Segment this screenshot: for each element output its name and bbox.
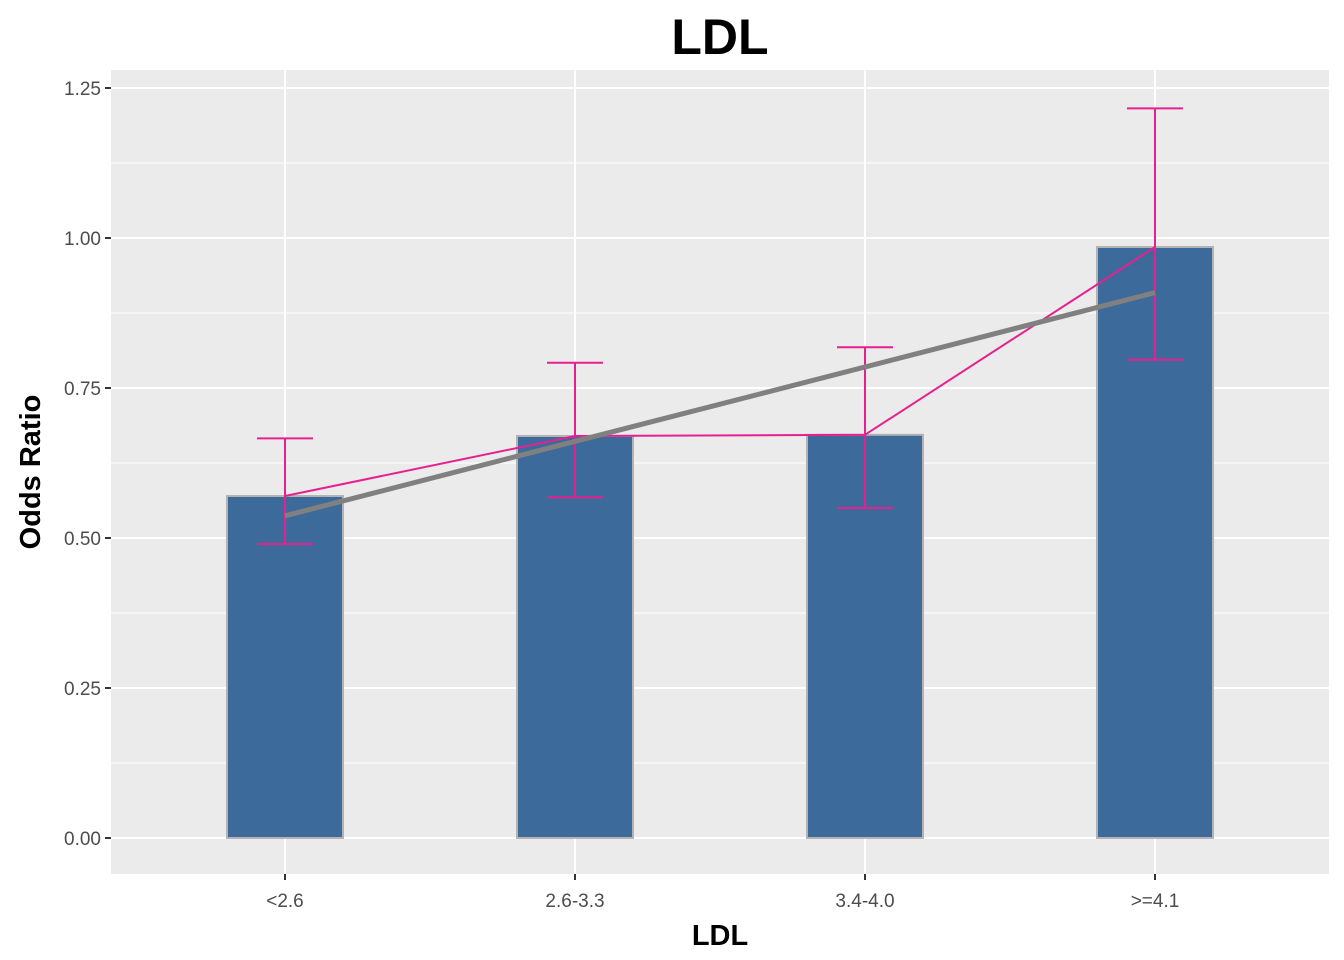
trend-line: [284, 290, 1156, 519]
estimate-line: [284, 246, 1156, 497]
x-tick-label: >=4.1: [1131, 891, 1180, 912]
bars: [226, 246, 1214, 839]
y-tick-label: 1.00: [64, 229, 101, 250]
x-axis-title: LDL: [692, 920, 748, 952]
y-axis-title: Odds Ratio: [15, 395, 47, 550]
x-tick-label: 3.4-4.0: [835, 891, 894, 912]
y-tick-label: 1.25: [64, 79, 101, 100]
y-tick-label: 0.75: [64, 379, 101, 400]
y-ticks: 0.00 0.25 0.50 0.75 1.00 1.25: [64, 79, 111, 850]
trend-line-path: [284, 290, 1156, 519]
x-ticks: <2.6 2.6-3.3 3.4-4.0 >=4.1: [266, 874, 1179, 912]
y-tick-label: 0.00: [64, 829, 101, 850]
chart-title: LDL: [671, 9, 768, 65]
errorbars: [257, 107, 1183, 545]
y-tick-label: 0.25: [64, 679, 101, 700]
bar: [226, 495, 344, 839]
x-tick-label: 2.6-3.3: [545, 891, 604, 912]
point-line: [284, 246, 1156, 497]
y-tick-label: 0.50: [64, 529, 101, 550]
x-tick-label: <2.6: [266, 891, 304, 912]
